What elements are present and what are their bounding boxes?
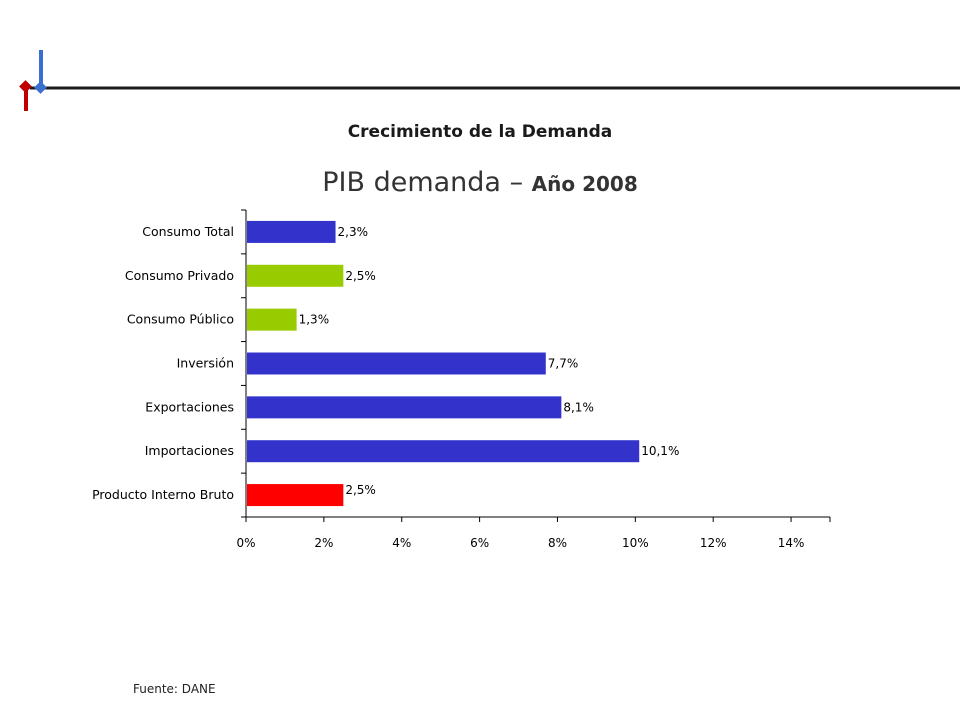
data-label: 2,3% (338, 225, 369, 239)
logo (19, 50, 960, 111)
data-label: 1,3% (299, 313, 330, 327)
data-label: 2,5% (345, 269, 376, 283)
category-label: Exportaciones (145, 399, 234, 414)
x-tick-label: 14% (778, 536, 805, 550)
x-tick-label: 10% (622, 536, 649, 550)
category-label: Consumo Público (127, 312, 234, 327)
bar (247, 484, 344, 507)
data-label: 7,7% (548, 357, 579, 371)
page-subtitle: Crecimiento de la Demanda (347, 122, 613, 142)
source-note: Fuente: DANE (133, 682, 216, 696)
bar (247, 264, 344, 287)
x-tick-label: 2% (314, 536, 333, 550)
category-label: Producto Interno Bruto (92, 487, 234, 502)
category-label: Importaciones (145, 443, 234, 458)
bar (247, 396, 562, 419)
bar (247, 220, 336, 243)
chart-title: PIB demanda – Año 2008 (0, 167, 960, 198)
x-tick-label: 6% (470, 536, 489, 550)
category-label: Consumo Privado (125, 268, 234, 283)
logo-blue-diamond (34, 81, 47, 94)
category-label: Consumo Total (142, 224, 234, 239)
category-label: Inversión (177, 356, 234, 371)
logo-red-diamond (19, 80, 32, 93)
data-label: 10,1% (641, 444, 679, 458)
data-label: 8,1% (563, 400, 594, 414)
x-tick-label: 8% (548, 536, 567, 550)
chart-title-main: PIB demanda (322, 167, 501, 198)
x-tick-label: 4% (392, 536, 411, 550)
bar (247, 440, 640, 463)
data-label: 2,5% (345, 483, 376, 497)
chart-title-dash: – (509, 167, 524, 198)
x-tick-label: 0% (236, 536, 255, 550)
bar (247, 352, 546, 375)
bar-chart: 0% 2% 4% 6% 8% 10% 12% 14% Consumo Total 2,3% Cons… (92, 209, 831, 550)
x-tick-label: 12% (700, 536, 727, 550)
chart-title-year: Año 2008 (531, 172, 638, 196)
bar (247, 308, 297, 331)
